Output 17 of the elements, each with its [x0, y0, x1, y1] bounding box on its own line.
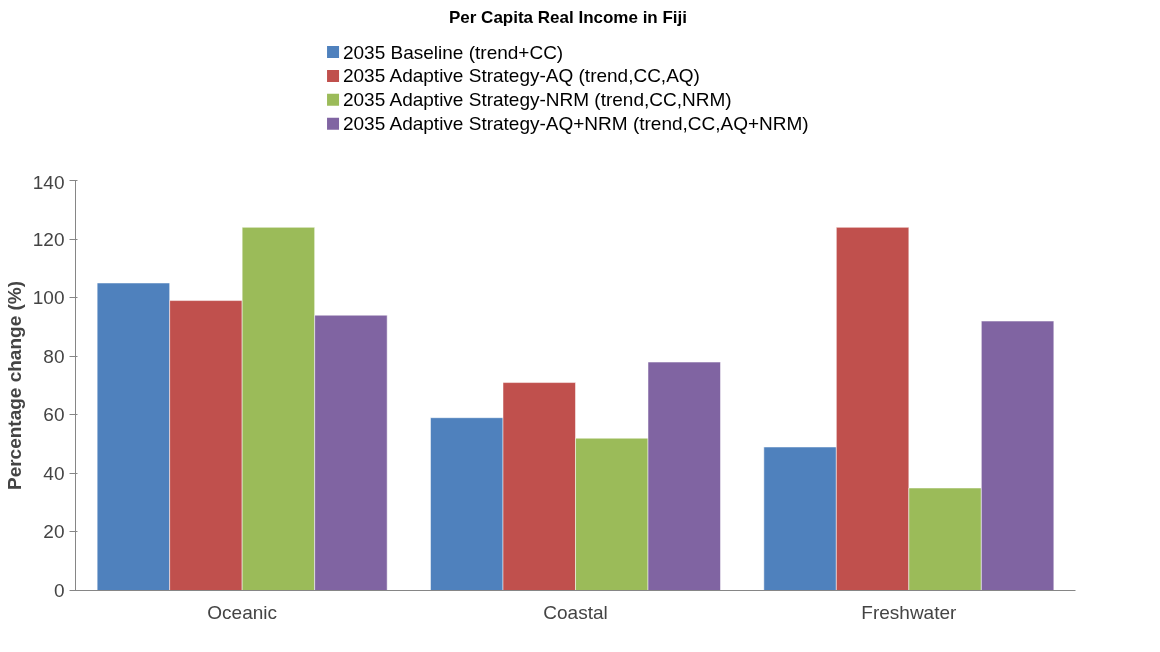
- legend-label: 2035 Adaptive Strategy-NRM (trend,CC,NRM): [342, 89, 732, 111]
- y-tick-label: 20: [43, 521, 65, 543]
- y-tick-label: 40: [43, 462, 65, 484]
- x-tick-label: Oceanic: [207, 601, 278, 623]
- y-tick-label: 100: [32, 287, 65, 309]
- y-tick-label: 0: [53, 580, 65, 601]
- y-tick-label: 80: [43, 345, 65, 367]
- y-tick-label: 60: [43, 404, 65, 426]
- x-tick-label: Coastal: [543, 601, 608, 623]
- y-tick-label: 140: [32, 171, 65, 193]
- y-tick-label: 120: [32, 228, 65, 250]
- legend-label: 2035 Adaptive Strategy-AQ (trend,CC,AQ): [342, 65, 700, 87]
- x-tick-label: Freshwater: [861, 601, 958, 623]
- chart-title: Per Capita Real Income in Fiji: [448, 7, 688, 27]
- legend-label: 2035 Baseline (trend+CC): [342, 41, 564, 63]
- legend-label: 2035 Adaptive Strategy-AQ+NRM (trend,CC,AQ+NRM): [342, 113, 809, 135]
- y-axis-title: Percentage change (%): [3, 280, 25, 491]
